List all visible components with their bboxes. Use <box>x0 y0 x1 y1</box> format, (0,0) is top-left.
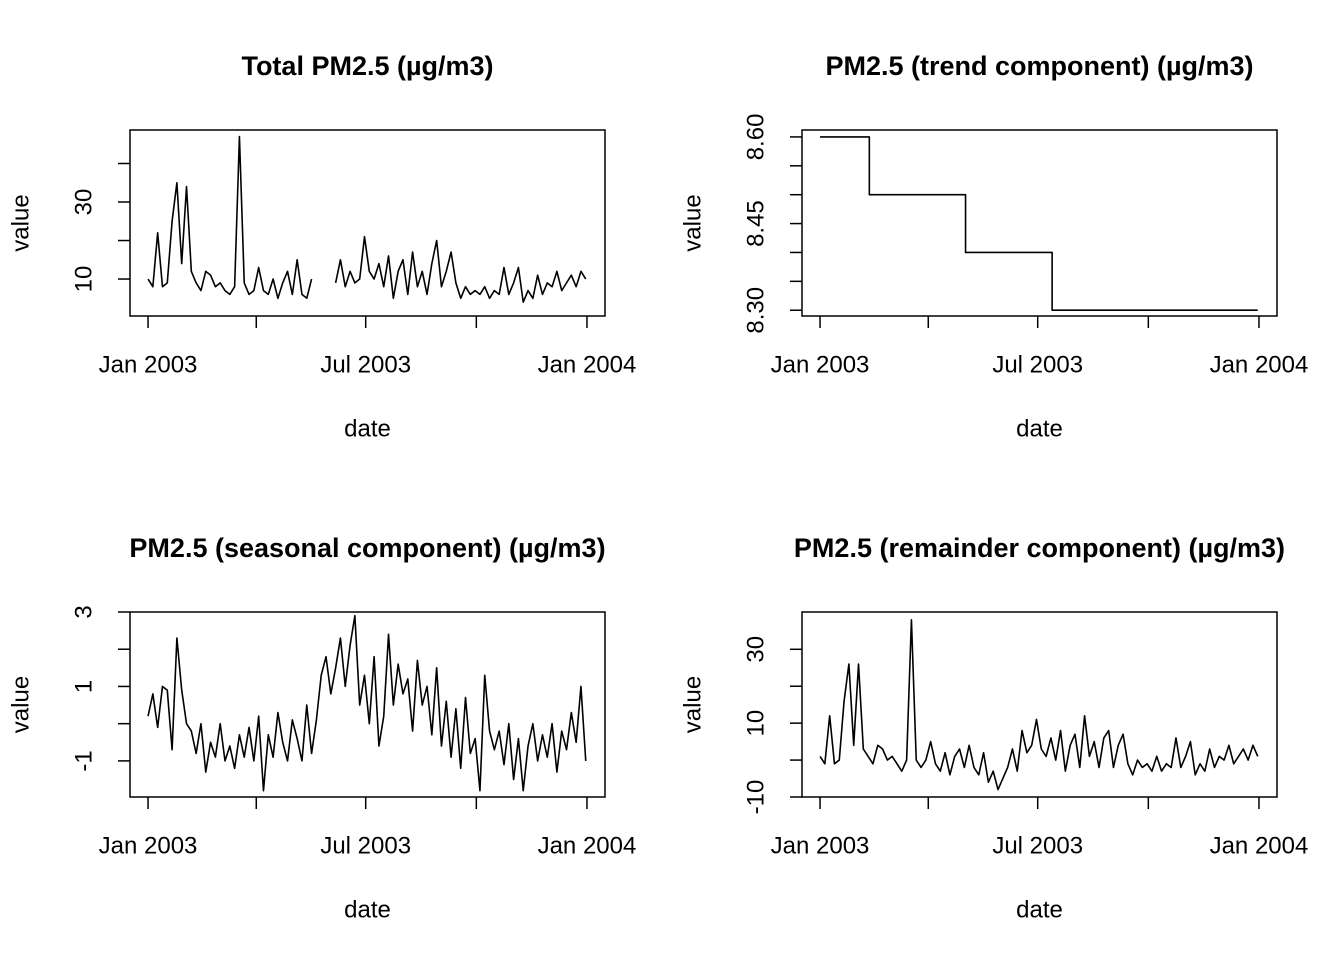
panel-title: PM2.5 (seasonal component) (µg/m3) <box>129 533 605 563</box>
y-tick-label: -10 <box>742 780 769 815</box>
x-tick-label: Jan 2003 <box>99 351 198 378</box>
panel-title: PM2.5 (remainder component) (µg/m3) <box>794 533 1285 563</box>
x-tick-label: Jan 2003 <box>771 832 870 859</box>
x-tick-label: Jan 2004 <box>538 351 637 378</box>
y-axis-label: value <box>679 676 706 733</box>
plot-box <box>129 129 606 317</box>
data-line <box>819 618 1259 791</box>
x-axis-label: date <box>1016 415 1063 442</box>
x-tick-label: Jan 2003 <box>771 351 870 378</box>
x-tick-label: Jul 2003 <box>992 351 1083 378</box>
x-tick-label: Jul 2003 <box>992 832 1083 859</box>
x-axis-label: date <box>344 415 391 442</box>
x-tick-label: Jan 2004 <box>1210 832 1309 859</box>
x-axis-label: date <box>1016 896 1063 923</box>
y-tick-label: -1 <box>70 750 97 771</box>
y-tick-label: 30 <box>70 189 97 216</box>
y-tick-label: 1 <box>70 680 97 693</box>
panel-title: PM2.5 (trend component) (µg/m3) <box>825 51 1253 81</box>
y-tick-label: 3 <box>70 605 97 618</box>
y-tick-label: 10 <box>742 710 769 737</box>
x-tick-label: Jul 2003 <box>320 351 411 378</box>
y-axis-label: value <box>679 194 706 251</box>
y-tick-label: 8.30 <box>742 287 769 334</box>
data-line <box>147 614 587 792</box>
plot-box <box>801 611 1278 798</box>
y-axis-label: value <box>7 676 34 733</box>
panel-title: Total PM2.5 (µg/m3) <box>241 51 493 81</box>
y-axis-label: value <box>7 194 34 251</box>
x-tick-label: Jan 2003 <box>99 832 198 859</box>
data-line <box>147 135 587 303</box>
y-tick-label: 8.45 <box>742 200 769 247</box>
x-tick-label: Jan 2004 <box>538 832 637 859</box>
data-line <box>820 136 1258 312</box>
y-tick-label: 10 <box>70 266 97 293</box>
x-axis-label: date <box>344 896 391 923</box>
y-tick-label: 30 <box>742 636 769 663</box>
x-tick-label: Jul 2003 <box>320 832 411 859</box>
y-tick-label: 8.60 <box>742 114 769 161</box>
plot-box <box>129 611 606 798</box>
x-tick-label: Jan 2004 <box>1210 351 1309 378</box>
